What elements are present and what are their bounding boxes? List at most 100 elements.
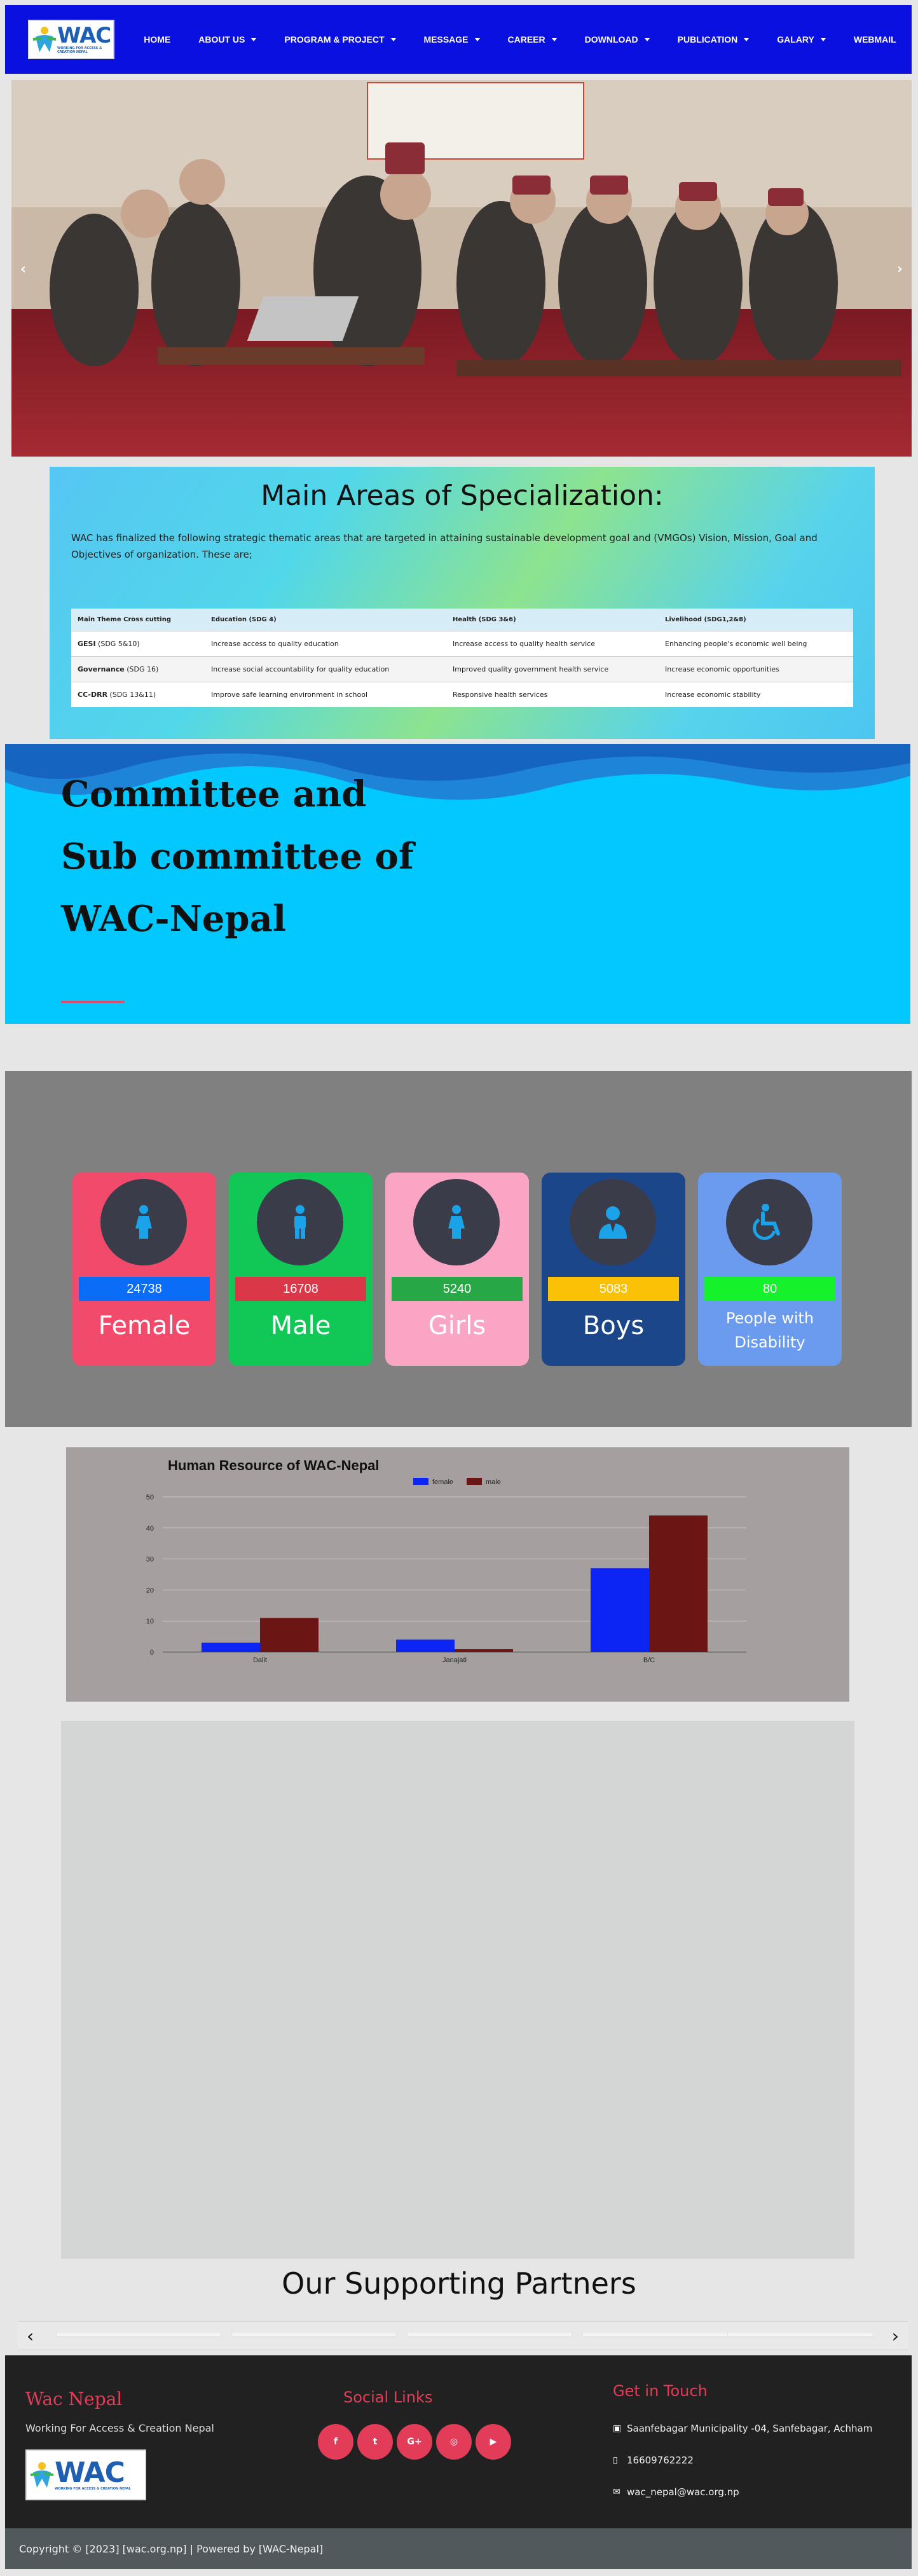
caret-down-icon [644,38,650,41]
y-tick-label: 40 [146,1525,154,1533]
stat-card-disability: 80 People with Disability [698,1173,842,1366]
health-cell: Improved quality government health servi… [446,656,659,682]
health-cell: Increase access to quality health servic… [446,631,659,657]
nav-item-label: CAREER [507,34,545,45]
map-embed[interactable] [61,1721,854,2259]
contact-phone[interactable]: ▯ 16609762222 [613,2455,694,2466]
nav-item-label: WEBMAIL [853,34,896,45]
x-tick-label: B/C [643,1656,655,1664]
theme-name: Governance [78,665,125,673]
theme-cell: CC-DRR (SDG 13&11) [71,682,205,707]
logo-figure-icon [29,2460,55,2490]
table-row: CC-DRR (SDG 13&11) Improve safe learning … [71,682,853,707]
legend-swatch [413,1478,428,1485]
theme-sdg: (SDG 16) [124,665,159,673]
partner-slot[interactable] [407,2332,572,2337]
bar-male-bc [649,1515,708,1652]
wave-decoration [5,744,910,800]
theme-cell: GESI (SDG 5&10) [71,631,205,657]
nav-item-label: HOME [144,34,171,45]
stat-label: Female [98,1311,191,1340]
copyright-bar: Copyright © [2023] [wac.org.np] | Powere… [5,2528,912,2569]
top-navbar: WAC WORKING FOR ACCESS & CREATION NEPAL … [5,5,912,74]
legend-label: male [486,1478,501,1486]
girl-icon [413,1179,500,1265]
stat-count: 16708 [235,1277,366,1301]
nav-item-publication[interactable]: PUBLICATION [678,34,750,45]
logo-figure-icon [32,24,57,55]
stat-count: 5083 [548,1277,679,1301]
committee-heading: Committee and Sub committee of WAC-Nepal [61,773,414,940]
nav-item-webmail[interactable]: WEBMAIL [854,34,896,45]
table-header-cell: Education (SDG 4) [205,609,446,631]
theme-name: CC-DRR [78,691,108,699]
nav-item-label: MESSAGE [423,34,469,45]
table-row: Governance (SDG 16) Increase social accou… [71,656,853,682]
committee-banner: Committee and Sub committee of WAC-Nepal [5,744,910,1024]
nav-item-label: GALARY [777,34,814,45]
bar-male-janajati [455,1649,513,1652]
carousel-prev-icon[interactable]: ‹ [27,2325,34,2346]
hero-photo [11,80,912,457]
stat-label: Boys [582,1311,645,1340]
legend-label: female [432,1478,453,1486]
table-row: GESI (SDG 5&10) Increase access to qualit… [71,631,853,657]
theme-cell: Governance (SDG 16) [71,656,205,682]
nav-item-download[interactable]: DOWNLOAD [585,34,650,45]
bar-female-janajati [396,1639,455,1652]
male-icon [257,1179,343,1265]
google-plus-icon[interactable]: G+ [397,2424,432,2460]
envelope-icon: ✉ [613,2487,620,2497]
bar-chart-svg: Human Resource of WAC-Nepal 0 10 20 30 40 50 fe… [146,1457,746,1664]
footer-about: Wac Nepal Working For Access & Creation … [25,2388,214,2500]
partner-slot[interactable] [56,2332,221,2337]
site-logo[interactable]: WAC WORKING FOR ACCESS & CREATION NEPAL [28,20,115,59]
hero-next-arrow-icon[interactable]: › [896,261,903,277]
nav-item-home[interactable]: HOME [144,34,170,45]
main-menu: HOME ABOUT US PROGRAM & PROJECT MESSAGE CARE… [144,34,918,45]
youtube-icon[interactable]: ▶ [476,2424,511,2460]
livelihood-cell: Increase economic opportunities [659,656,853,682]
y-tick-label: 10 [146,1618,154,1625]
logo-text: WAC [57,23,111,48]
instagram-icon[interactable]: ◎ [436,2424,472,2460]
contact-address: ▣ Saanfebagar Municipality -04, Sanfebag… [613,2423,873,2434]
nav-item-about-us[interactable]: ABOUT US [198,34,257,45]
logo-text: WAC [55,2456,125,2489]
nav-item-message[interactable]: MESSAGE [424,34,480,45]
nav-item-galary[interactable]: GALARY [777,34,826,45]
footer-brand-sub: Working For Access & Creation Nepal [25,2422,214,2434]
legend-swatch [467,1478,482,1485]
heading-underline [61,1001,125,1003]
specialization-title: Main Areas of Specialization: [261,479,664,512]
table-header-cell: Health (SDG 3&6) [446,609,659,631]
facebook-icon[interactable]: f [318,2424,353,2460]
footer-logo[interactable]: WAC WORKING FOR ACCESS & CREATION NEPAL [25,2449,146,2500]
twitter-icon[interactable]: t [357,2424,393,2460]
human-resource-chart: Human Resource of WAC-Nepal 0 10 20 30 40 50 fe… [66,1447,849,1702]
partner-slot[interactable] [582,2332,748,2337]
specialization-intro: WAC has finalized the following strategi… [71,532,818,560]
nav-item-career[interactable]: CAREER [508,34,557,45]
nav-item-program-project[interactable]: PROGRAM & PROJECT [284,34,396,45]
theme-name: GESI [78,640,96,648]
stat-card-female: 24738 Female [72,1173,216,1366]
livelihood-cell: Increase economic stability [659,682,853,707]
carousel-next-icon[interactable]: › [891,2325,899,2346]
partner-slot[interactable] [231,2332,397,2337]
stat-label: Male [270,1311,331,1340]
stat-count: 80 [704,1277,835,1301]
specialization-table: Main Theme Cross cutting Education (SDG 4… [71,609,853,707]
education-cell: Improve safe learning environment in sch… [205,682,446,707]
contact-email[interactable]: ✉ wac_nepal@wac.org.np [613,2486,739,2498]
health-cell: Responsive health services [446,682,659,707]
caret-down-icon [390,38,396,41]
stat-label-line: People with [725,1309,814,1327]
hero-prev-arrow-icon[interactable]: ‹ [20,261,27,277]
female-icon [100,1179,187,1265]
stat-label: People with Disability [698,1306,842,1354]
table-header-cell: Main Theme Cross cutting [71,609,205,631]
stat-card-boys: 5083 Boys [542,1173,685,1366]
partner-slot[interactable] [727,2332,873,2337]
bar-male-dalit [260,1618,319,1652]
